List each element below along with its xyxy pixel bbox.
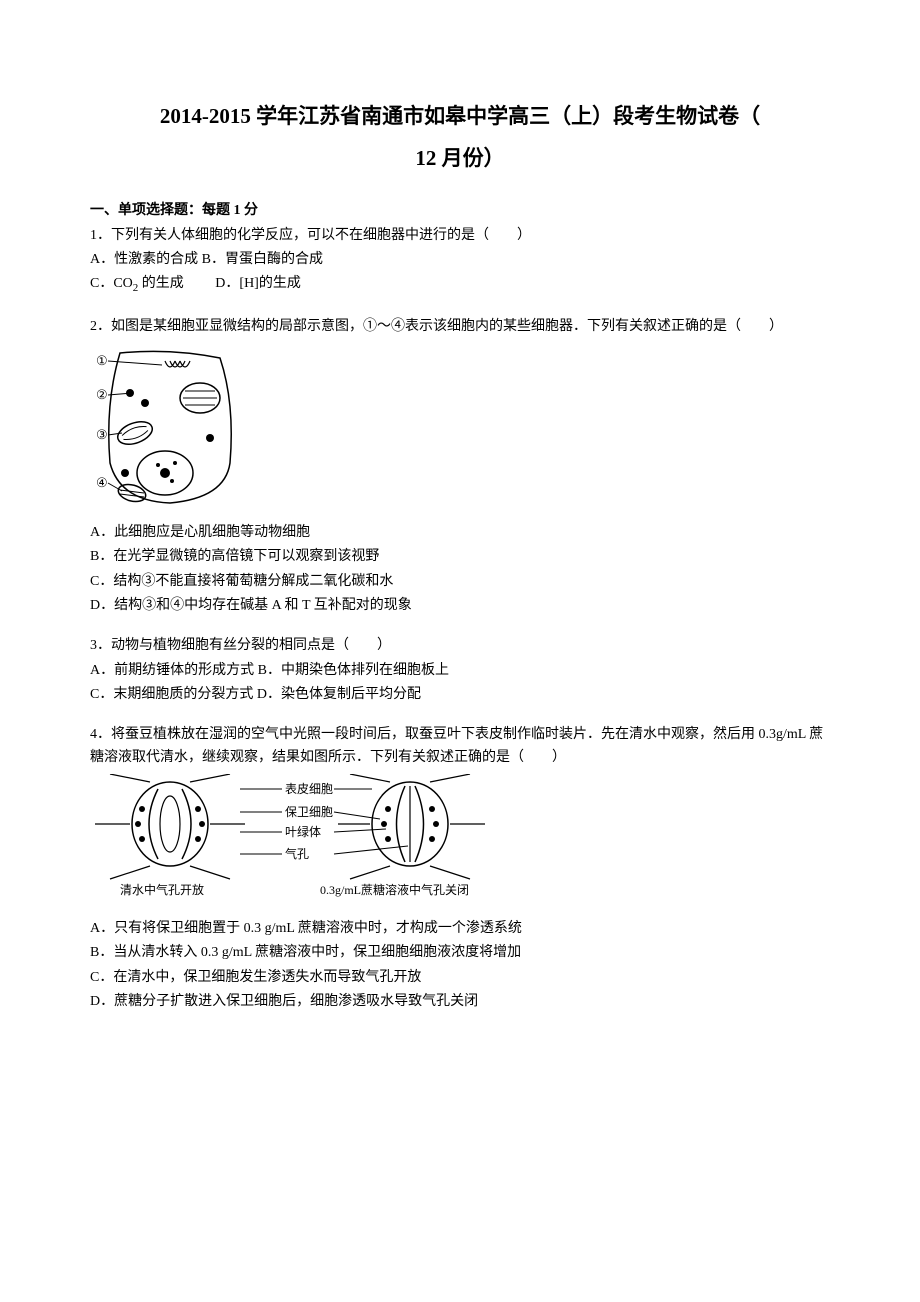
svg-text:④: ④ bbox=[96, 475, 108, 490]
question-3-options-line1: A．前期纺锤体的形成方式 B．中期染色体排列在细胞板上 bbox=[90, 660, 830, 682]
q4-optC: C．在清水中，保卫细胞发生渗透失水而导致气孔开放 bbox=[90, 967, 830, 989]
q1-optC-prefix: C．CO bbox=[90, 276, 133, 291]
svg-text:②: ② bbox=[96, 387, 108, 402]
q4-optB: B．当从清水转入 0.3 g/mL 蔗糖溶液中时，保卫细胞细胞液浓度将增加 bbox=[90, 942, 830, 964]
q3-optB: B．中期染色体排列在细胞板上 bbox=[258, 663, 449, 678]
question-3-text: 3．动物与植物细胞有丝分裂的相同点是（ ） bbox=[90, 635, 830, 657]
q4-optA: A．只有将保卫细胞置于 0.3 g/mL 蔗糖溶液中时，才构成一个渗透系统 bbox=[90, 918, 830, 940]
question-1-text: 1．下列有关人体细胞的化学反应，可以不在细胞器中进行的是（ ） bbox=[90, 225, 830, 247]
q3-optA: A．前期纺锤体的形成方式 bbox=[90, 663, 254, 678]
q1-optA: A．性激素的合成 bbox=[90, 252, 198, 267]
label-chloroplast: 叶绿体 bbox=[285, 824, 321, 839]
question-2-block: 2．如图是某细胞亚显微结构的局部示意图，①～④表示该细胞内的某些细胞器．下列有关… bbox=[90, 316, 830, 618]
right-caption: 0.3g/mL蔗糖溶液中气孔关闭 bbox=[320, 882, 469, 897]
q2-optA: A．此细胞应是心肌细胞等动物细胞 bbox=[90, 522, 830, 544]
left-caption: 清水中气孔开放 bbox=[120, 882, 204, 897]
question-3-block: 3．动物与植物细胞有丝分裂的相同点是（ ） A．前期纺锤体的形成方式 B．中期染… bbox=[90, 635, 830, 706]
q3-optC: C．末期细胞质的分裂方式 bbox=[90, 687, 253, 702]
q1-optD: D．[H]的生成 bbox=[215, 276, 301, 291]
question-4-text: 4．将蚕豆植株放在湿润的空气中光照一段时间后，取蚕豆叶下表皮制作临时装片．先在清… bbox=[90, 724, 830, 769]
label-stomata: 气孔 bbox=[285, 846, 309, 861]
label-epidermis: 表皮细胞 bbox=[285, 782, 333, 796]
q2-optD: D．结构③和④中均存在碱基 A 和 T 互补配对的现象 bbox=[90, 595, 830, 617]
question-1-options-line1: A．性激素的合成 B．胃蛋白酶的合成 bbox=[90, 249, 830, 271]
section-header: 一、单项选择题：每题 1 分 bbox=[90, 200, 830, 222]
exam-title-line1: 2014-2015 学年江苏省南通市如皋中学高三（上）段考生物试卷（ bbox=[90, 100, 830, 134]
exam-title-line2: 12 月份） bbox=[90, 142, 830, 176]
q2-optC: C．结构③不能直接将葡萄糖分解成二氧化碳和水 bbox=[90, 571, 830, 593]
question-2-text: 2．如图是某细胞亚显微结构的局部示意图，①～④表示该细胞内的某些细胞器．下列有关… bbox=[90, 316, 830, 338]
label-guard-cell: 保卫细胞 bbox=[285, 805, 333, 819]
q4-optD: D．蔗糖分子扩散进入保卫细胞后，细胞渗透吸水导致气孔关闭 bbox=[90, 991, 830, 1013]
svg-text:③: ③ bbox=[96, 427, 108, 442]
q3-optD: D．染色体复制后平均分配 bbox=[257, 687, 421, 702]
q2-optB: B．在光学显微镜的高倍镜下可以观察到该视野 bbox=[90, 546, 830, 568]
question-1-block: 1．下列有关人体细胞的化学反应，可以不在细胞器中进行的是（ ） A．性激素的合成… bbox=[90, 225, 830, 298]
q1-optC-suffix: 的生成 bbox=[138, 276, 184, 291]
question-1-options-line2: C．CO2 的生成 D．[H]的生成 bbox=[90, 273, 830, 297]
stomata-diagram: 表皮细胞 保卫细胞 叶绿体 气孔 清水中气孔开放 0.3g/mL蔗糖溶液中气孔关… bbox=[90, 774, 830, 913]
question-3-options-line2: C．末期细胞质的分裂方式 D．染色体复制后平均分配 bbox=[90, 684, 830, 706]
svg-text:①: ① bbox=[96, 353, 108, 368]
cell-diagram: ① ② ③ ④ bbox=[90, 343, 830, 517]
q1-optB: B．胃蛋白酶的合成 bbox=[202, 252, 323, 267]
question-4-block: 4．将蚕豆植株放在湿润的空气中光照一段时间后，取蚕豆叶下表皮制作临时装片．先在清… bbox=[90, 724, 830, 1013]
